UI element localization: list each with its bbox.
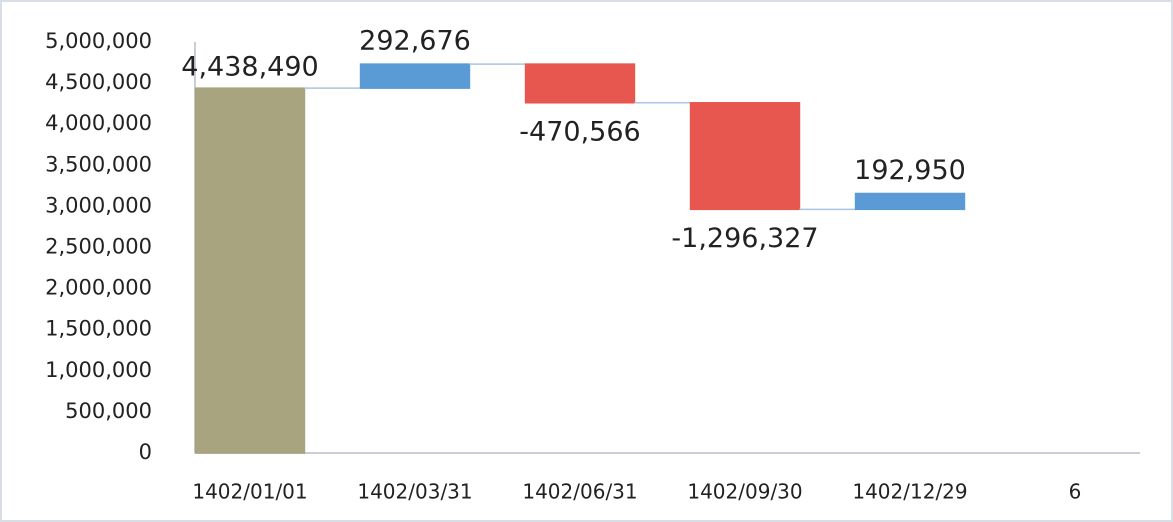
data-label: 192,950 [854,155,966,186]
data-label: 4,438,490 [181,52,318,83]
x-tick-label: 1402/01/01 [192,480,307,504]
y-tick-label: 0 [139,440,152,464]
x-tick-label: 6 [1069,480,1082,504]
x-tick-label: 1402/03/31 [357,480,472,504]
bar [689,102,801,211]
y-tick-label: 1,000,000 [45,358,152,382]
x-tick-label: 1402/06/31 [522,480,637,504]
bar [194,87,306,454]
y-tick-label: 4,500,000 [45,70,152,94]
bar [359,63,471,89]
y-tick-label: 1,500,000 [45,317,152,341]
y-tick-label: 2,500,000 [45,235,152,259]
y-tick-label: 500,000 [65,399,152,423]
data-label: -470,566 [519,116,640,147]
y-tick-label: 4,000,000 [45,111,152,135]
y-tick-label: 5,000,000 [45,29,152,53]
y-tick-label: 3,000,000 [45,193,152,217]
y-tick-label: 3,500,000 [45,152,152,176]
data-label: -1,296,327 [671,223,818,254]
bar [854,192,966,211]
bar [524,63,636,104]
y-tick-label: 2,000,000 [45,276,152,300]
data-label: 292,676 [359,26,471,57]
x-tick-label: 1402/12/29 [852,480,967,504]
x-tick-label: 1402/09/30 [687,480,802,504]
